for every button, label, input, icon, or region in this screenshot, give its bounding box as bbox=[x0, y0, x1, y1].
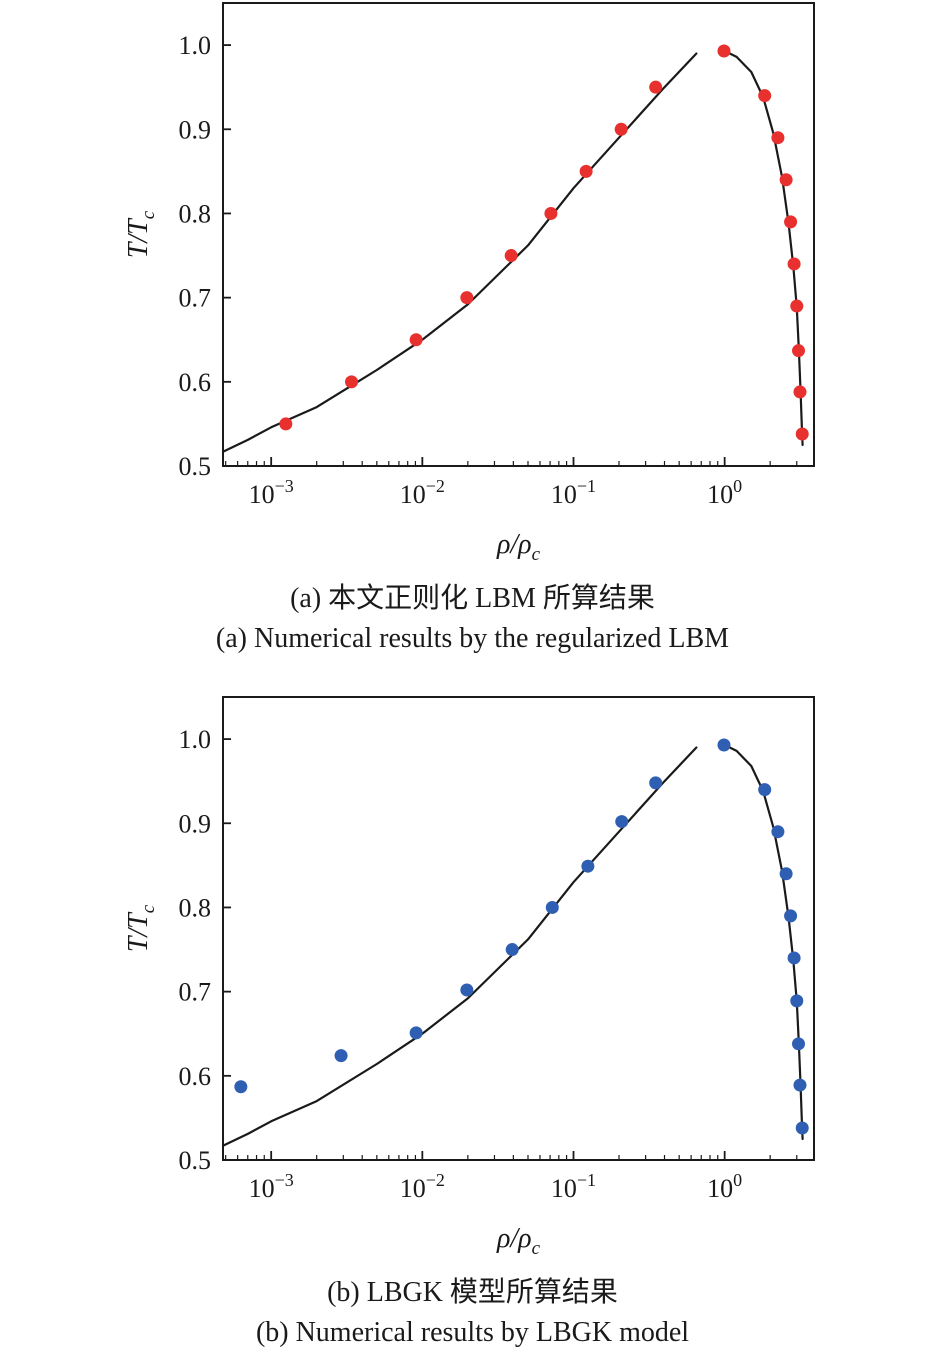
chart-a-data-point bbox=[779, 173, 793, 187]
chart-a-data-point bbox=[790, 299, 804, 313]
caption-b-cn: (b) LBGK 模型所算结果 bbox=[327, 1277, 618, 1308]
chart-b-y-axis-label: T/Tc bbox=[123, 904, 159, 952]
chart-a-plot-frame bbox=[222, 2, 815, 467]
chart-a-y-axis-label: T/Tc bbox=[123, 210, 159, 258]
chart-b-marks: 0.5 0.6 0.7 0.8 0.9 1.0 10−3 10−2 10−1 100 T/Tc ρ/ρ… bbox=[123, 696, 815, 1259]
chart-b-gas-curve bbox=[221, 746, 698, 1147]
chart-b-y-tick-label: 0.9 bbox=[179, 809, 212, 838]
chart-a-data-point bbox=[758, 89, 772, 103]
chart-b-data-point bbox=[505, 943, 519, 957]
chart-a-gas-curve bbox=[221, 52, 698, 453]
chart-b-x-tick-label: 100 bbox=[707, 1170, 742, 1203]
chart-b-y-tick-label: 0.5 bbox=[179, 1146, 212, 1175]
chart-a-data-point bbox=[544, 206, 558, 220]
chart-b-y-tick-label: 0.7 bbox=[179, 978, 212, 1007]
chart-b-x-tick-label: 10−2 bbox=[400, 1170, 445, 1203]
chart-b-liquid-curve bbox=[723, 743, 804, 1141]
chart-b-x-axis-label: ρ/ρc bbox=[496, 1223, 541, 1259]
chart-a-marks: 0.5 0.6 0.7 0.8 0.9 1.0 10−3 10−2 10−1 100 T/Tc ρ/ρ… bbox=[123, 2, 815, 565]
chart-a-x-tick-label: 10−1 bbox=[551, 476, 596, 509]
chart-b-data-point bbox=[649, 776, 663, 790]
chart-a-y-tick-label: 0.9 bbox=[179, 115, 212, 144]
chart-b-data-point bbox=[615, 815, 629, 829]
chart-a-y-tick-label: 0.5 bbox=[179, 452, 212, 481]
chart-b-data-point bbox=[790, 994, 804, 1008]
chart-a-data-point bbox=[460, 291, 474, 305]
chart-a-data-point bbox=[504, 249, 518, 263]
chart-a-liquid-curve bbox=[723, 49, 804, 447]
chart-a-data-point bbox=[614, 122, 628, 136]
chart-b-data-point bbox=[784, 909, 798, 923]
chart-b-data-point bbox=[234, 1080, 248, 1094]
chart-a-y-tick-label: 0.8 bbox=[179, 199, 212, 228]
chart-a-data-point bbox=[717, 44, 731, 58]
chart-b-y-tick-label: 0.8 bbox=[179, 893, 212, 922]
chart-b-data-point bbox=[460, 983, 474, 997]
chart-a-svg: 0.5 0.6 0.7 0.8 0.9 1.0 10−3 10−2 10−1 100 T/Tc ρ/ρ… bbox=[123, 2, 815, 565]
chart-a-data-point bbox=[579, 164, 593, 178]
caption-a-cn: (a) 本文正则化 LBM 所算结果 bbox=[290, 583, 655, 614]
chart-b-data-point bbox=[795, 1121, 809, 1135]
chart-a-y-tick-label: 0.7 bbox=[179, 284, 212, 313]
chart-b-x-tick-label: 10−1 bbox=[551, 1170, 596, 1203]
chart-a-x-tick-label: 100 bbox=[707, 476, 742, 509]
chart-a-data-point bbox=[793, 385, 807, 399]
chart-a-data-point bbox=[409, 333, 423, 347]
chart-panel-b: 0.5 0.6 0.7 0.8 0.9 1.0 10−3 10−2 10−1 100 T/Tc ρ/ρ… bbox=[0, 694, 945, 1372]
chart-b-data-point bbox=[334, 1049, 348, 1063]
chart-a-data-point bbox=[345, 375, 359, 389]
chart-a-data-point bbox=[784, 215, 798, 229]
chart-a-data-point bbox=[649, 80, 663, 94]
chart-b-y-tick-label: 0.6 bbox=[179, 1062, 212, 1091]
chart-a-data-point bbox=[792, 344, 806, 358]
chart-b-data-point bbox=[779, 867, 793, 881]
chart-a-x-tick-label: 10−2 bbox=[400, 476, 445, 509]
chart-panel-a: 0.5 0.6 0.7 0.8 0.9 1.0 10−3 10−2 10−1 100 T/Tc ρ/ρ… bbox=[0, 0, 945, 678]
chart-a-x-tick-label: 10−3 bbox=[249, 476, 294, 509]
chart-b-y-tick-label: 1.0 bbox=[179, 725, 212, 754]
chart-b-data-point bbox=[409, 1026, 423, 1040]
caption-a-en: (a) Numerical results by the regularized… bbox=[215, 623, 730, 654]
chart-b-svg: 0.5 0.6 0.7 0.8 0.9 1.0 10−3 10−2 10−1 100 T/Tc ρ/ρ… bbox=[123, 696, 815, 1259]
chart-a-data-point bbox=[787, 257, 801, 271]
chart-b-data-point bbox=[581, 859, 595, 873]
chart-b-data-point bbox=[793, 1078, 807, 1092]
chart-a-data-point bbox=[279, 417, 293, 431]
chart-b-x-tick-label: 10−3 bbox=[249, 1170, 294, 1203]
chart-a-y-tick-label: 1.0 bbox=[179, 31, 212, 60]
chart-b-data-point bbox=[771, 825, 785, 839]
chart-a-data-point bbox=[795, 427, 809, 441]
chart-b-data-point bbox=[545, 900, 559, 914]
chart-b-plot-frame bbox=[222, 696, 815, 1161]
chart-b-data-point bbox=[792, 1037, 806, 1051]
caption-b-en: (b) Numerical results by LBGK model bbox=[255, 1317, 690, 1348]
chart-b-data-point bbox=[758, 783, 772, 797]
chart-b-data-point bbox=[787, 951, 801, 965]
chart-a-y-tick-label: 0.6 bbox=[179, 368, 212, 397]
chart-a-data-point bbox=[771, 131, 785, 145]
chart-a-x-axis-label: ρ/ρc bbox=[496, 529, 541, 565]
chart-b-data-point bbox=[717, 738, 731, 752]
